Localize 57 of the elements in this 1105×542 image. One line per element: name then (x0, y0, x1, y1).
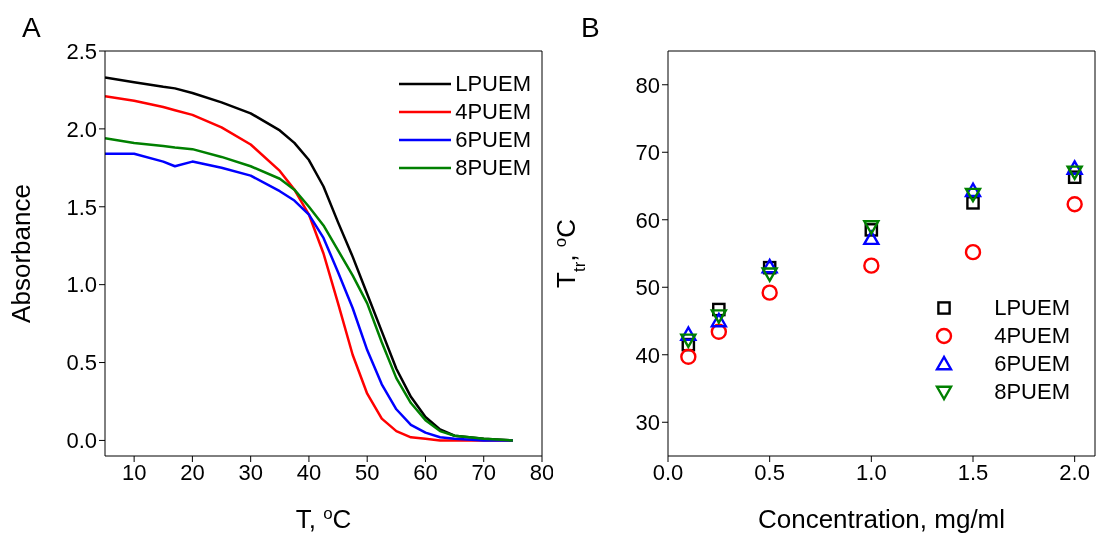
legend-label: 8PUEM (455, 154, 531, 182)
point (1066, 165, 1083, 181)
legend-label: 8PUEM (994, 378, 1070, 406)
point (863, 257, 880, 274)
y-tick-label: 50 (635, 275, 660, 301)
point (863, 230, 880, 246)
point (712, 302, 726, 317)
y-tick-label: 40 (635, 342, 660, 368)
x-tick-label: 1.0 (856, 459, 887, 485)
point (680, 348, 697, 365)
legend-label: LPUEM (455, 70, 531, 98)
x-tick-label: 0.5 (754, 459, 785, 485)
point (761, 267, 778, 282)
x-axis-title: T, $^{o}$C (295, 503, 352, 534)
y-tick-label: 70 (635, 140, 660, 166)
y-tick-label: 1.0 (66, 272, 97, 298)
x-tick-label: 0.0 (652, 459, 684, 485)
point (964, 243, 982, 261)
x-tick-label: 60 (413, 459, 438, 485)
legend-label: 4PUEM (455, 98, 531, 126)
y-tick-label: 2.5 (66, 38, 97, 64)
y-tick-label: 2.0 (66, 116, 97, 142)
point (710, 309, 728, 324)
point (964, 187, 982, 203)
y-tick-label: 80 (635, 72, 660, 98)
legend-label: LPUEM (994, 294, 1070, 322)
legend-label: 6PUEM (455, 126, 531, 154)
chart-title: B (581, 12, 600, 44)
point (680, 333, 697, 349)
x-tick-label: 20 (180, 459, 205, 485)
x-tick-label: 2.0 (1059, 459, 1090, 485)
y-axis-title: Absorbance (6, 184, 36, 323)
x-tick-label: 40 (296, 459, 322, 485)
point (964, 182, 982, 198)
legend-label: 6PUEM (994, 350, 1070, 378)
point (680, 326, 697, 341)
point (966, 196, 980, 210)
y-tick-label: 30 (635, 410, 660, 436)
y-tick-label: 0.0 (66, 428, 97, 454)
y-tick-label: 1.5 (66, 194, 97, 220)
point (1066, 160, 1083, 175)
x-tick-label: 1.5 (957, 459, 989, 485)
x-tick-label: 50 (354, 459, 380, 485)
x-tick-label: 80 (529, 459, 555, 485)
y-tick-label: 0.5 (66, 350, 97, 376)
chart-title: A (22, 12, 41, 44)
legend-label: 4PUEM (994, 322, 1070, 350)
x-tick-label: 30 (238, 459, 263, 485)
point (710, 323, 728, 340)
x-tick-label: 10 (121, 459, 147, 485)
point (681, 337, 696, 352)
x-axis-title: Concentration, mg/ml (757, 504, 1006, 534)
y-tick-label: 60 (635, 207, 660, 233)
x-tick-label: 70 (471, 459, 496, 485)
point (761, 284, 778, 301)
point (1067, 170, 1082, 185)
point (1066, 196, 1083, 213)
